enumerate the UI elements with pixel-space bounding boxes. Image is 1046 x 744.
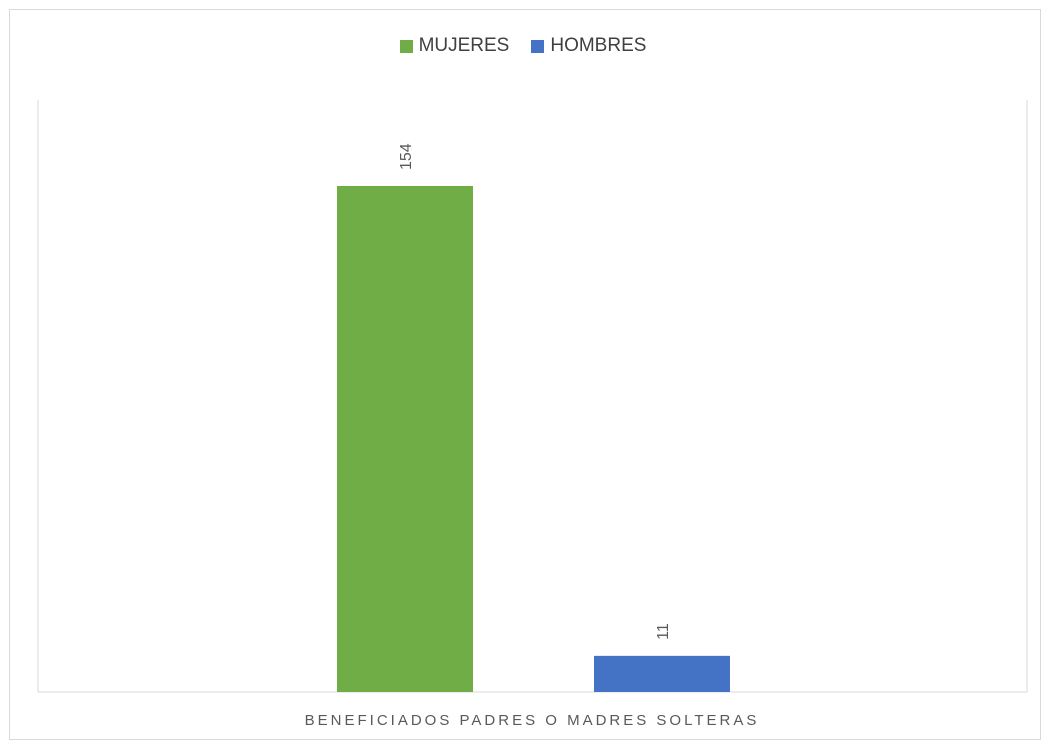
legend-item-mujeres: MUJERES [399, 35, 510, 57]
bar-hombres [594, 655, 730, 692]
category-label: BENEFICIADOS PADRES O MADRES SOLTERAS [305, 712, 760, 729]
data-label-hombres: 11 [655, 623, 672, 640]
chart-frame [9, 9, 1041, 740]
legend-swatch-mujeres [399, 39, 413, 53]
data-label-mujeres: 154 [398, 143, 415, 170]
bar-mujeres [337, 186, 473, 692]
bars-group: 154 11 [337, 143, 730, 692]
legend-label-hombres: HOMBRES [550, 35, 647, 56]
legend-item-hombres: HOMBRES [531, 35, 646, 57]
legend-label-mujeres: MUJERES [418, 35, 510, 56]
legend: MUJERES HOMBRES [0, 35, 1046, 57]
legend-swatch-hombres [531, 39, 545, 53]
